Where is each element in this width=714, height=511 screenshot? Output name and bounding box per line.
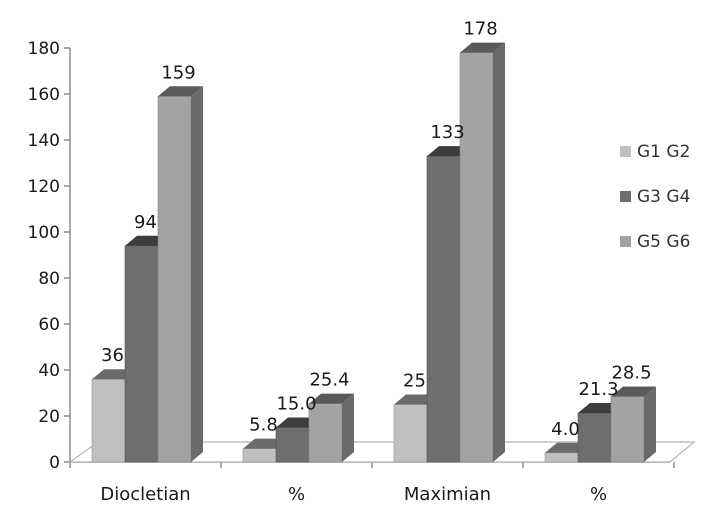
bar-top [460, 42, 505, 53]
legend-item: G5 G6 [620, 232, 690, 252]
x-category-label: % [590, 484, 607, 505]
data-label: 94 [134, 212, 157, 233]
y-tick-label: 40 [38, 361, 60, 381]
y-tick-label: 100 [28, 223, 60, 243]
bar-side [191, 86, 203, 463]
legend-label: G3 G4 [637, 187, 690, 207]
data-label: 5.8 [249, 415, 278, 436]
bar-front [544, 452, 579, 463]
bar-front [242, 448, 277, 463]
bar-front [610, 396, 645, 463]
bar [610, 386, 656, 463]
bar-front [426, 155, 461, 463]
data-label: 159 [161, 62, 195, 83]
legend-swatch [620, 146, 631, 157]
bar-top [158, 86, 203, 97]
y-tick-label: 80 [38, 269, 60, 289]
y-tick-label: 180 [28, 39, 60, 59]
bar-side [342, 393, 354, 462]
bar-front [308, 403, 343, 463]
bar [308, 393, 354, 463]
data-label: 4.0 [551, 419, 580, 440]
data-label: 21.3 [578, 379, 618, 400]
data-label: 25 [403, 371, 426, 392]
bar-front [124, 245, 159, 463]
legend-label: G5 G6 [637, 232, 690, 252]
x-category-label: Maximian [404, 484, 491, 505]
bar-front [275, 427, 310, 463]
y-tick-label: 20 [38, 407, 60, 427]
bar [459, 42, 505, 463]
legend-swatch [620, 236, 631, 247]
x-category-label: % [288, 484, 305, 505]
bar-side [493, 42, 505, 462]
bar-front [157, 96, 192, 463]
data-label: 36 [101, 345, 124, 366]
bar-top [309, 393, 354, 404]
legend-item: G3 G4 [620, 187, 690, 207]
legend-item: G1 G2 [620, 142, 690, 162]
y-tick-label: 60 [38, 315, 60, 335]
y-tick-label: 140 [28, 131, 60, 151]
bar-side [644, 386, 656, 462]
bar-front [459, 52, 494, 463]
x-category-label: Diocletian [100, 484, 190, 505]
data-label: 178 [463, 19, 497, 40]
data-label: 25.4 [309, 370, 349, 391]
data-label: 15.0 [276, 394, 316, 415]
y-tick-label: 120 [28, 177, 60, 197]
bar-front [393, 404, 428, 463]
data-label: 133 [430, 122, 464, 143]
bar [157, 86, 203, 463]
legend-swatch [620, 191, 631, 202]
y-tick-label: 0 [49, 453, 60, 473]
bar-front [91, 378, 126, 463]
bar-front [577, 412, 612, 463]
y-tick-label: 160 [28, 85, 60, 105]
bar-top [611, 386, 656, 397]
legend-label: G1 G2 [637, 142, 690, 162]
data-label: 28.5 [611, 362, 651, 383]
